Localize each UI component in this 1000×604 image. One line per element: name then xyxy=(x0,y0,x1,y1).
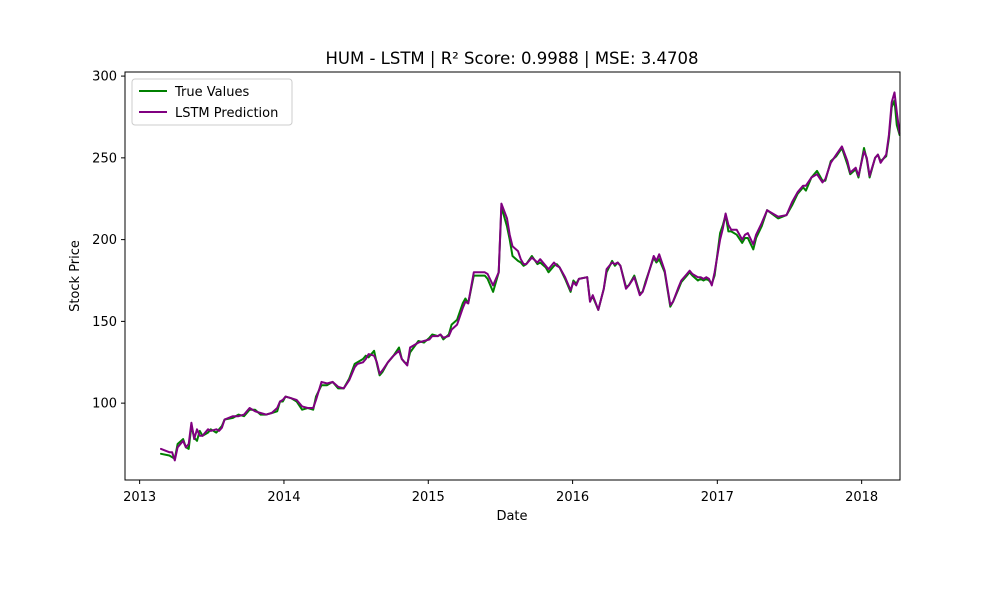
plot-frame xyxy=(124,71,901,481)
x-tick-label: 2013 xyxy=(123,490,156,505)
series-layer xyxy=(160,91,901,462)
y-tick-label: 100 xyxy=(92,397,117,412)
x-tick-label: 2014 xyxy=(267,490,300,505)
x-axis: 2013 2014 2015 2016 2017 2018 xyxy=(123,480,878,505)
y-tick-label: 150 xyxy=(92,315,117,330)
y-tick-label: 300 xyxy=(92,70,117,85)
x-tick-label: 2016 xyxy=(556,490,589,505)
x-tick-label: 2018 xyxy=(845,490,878,505)
series-line-lstm-prediction xyxy=(160,91,901,462)
legend-box xyxy=(131,78,293,126)
x-axis-label: Date xyxy=(496,509,527,524)
chart-title: HUM - LSTM | R² Score: 0.9988 | MSE: 3.4… xyxy=(326,49,699,68)
y-tick-label: 200 xyxy=(92,233,117,248)
x-tick-label: 2017 xyxy=(701,490,734,505)
y-axis: 100 150 200 250 300 xyxy=(92,70,125,412)
legend-label-lstm-prediction: LSTM Prediction xyxy=(175,106,278,121)
y-tick-label: 250 xyxy=(92,151,117,166)
x-tick-label: 2015 xyxy=(412,490,445,505)
legend-label-true-values: True Values xyxy=(174,85,249,100)
y-axis-label: Stock Price xyxy=(68,240,83,312)
legend: True Values LSTM Prediction xyxy=(131,78,293,126)
